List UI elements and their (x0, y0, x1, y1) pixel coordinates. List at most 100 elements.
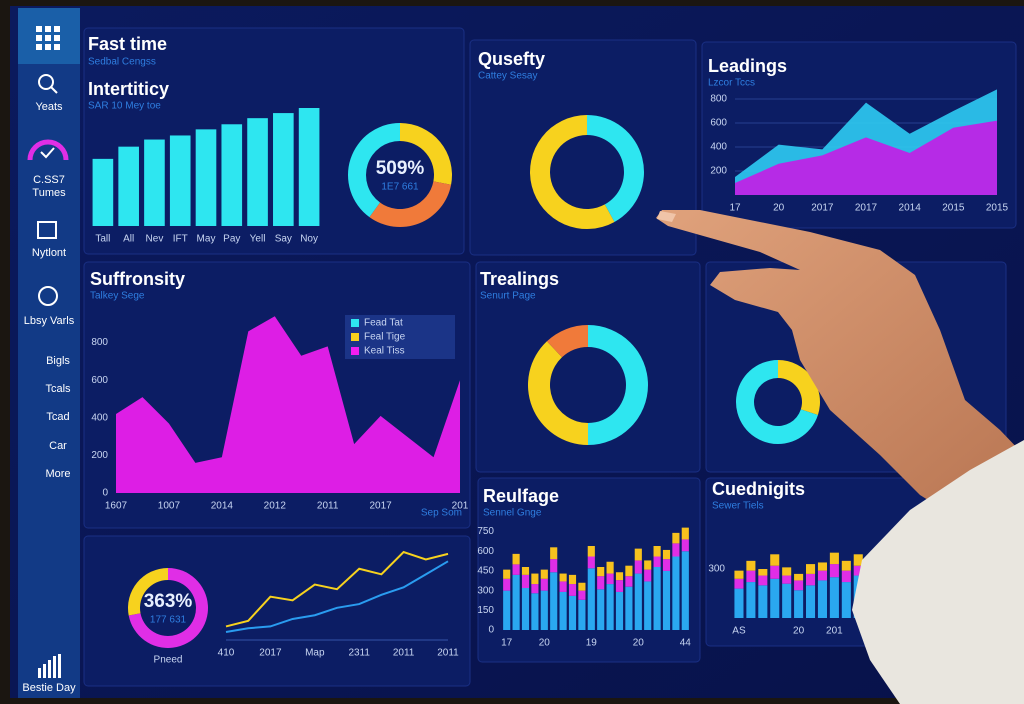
bar (169, 135, 191, 226)
bar-segment (681, 527, 689, 540)
x-tick-label: Say (275, 234, 292, 245)
bar-segment (758, 575, 768, 586)
sidebar-item[interactable]: Lbsy Varls (24, 315, 75, 327)
bar-segment (734, 588, 744, 618)
bar-segment (521, 588, 530, 630)
x-tick-label: 19 (586, 638, 598, 649)
x-tick-label: Pay (223, 234, 240, 245)
search-icon (50, 86, 58, 94)
bar-segment (746, 560, 756, 571)
x-tick-label: May (197, 234, 216, 245)
bar-segment (503, 590, 511, 630)
bar (273, 113, 294, 226)
bar-segment (746, 582, 756, 618)
panel (475, 261, 701, 473)
x-tick-label: 2011 (393, 648, 415, 659)
y-tick-label: 200 (91, 450, 108, 461)
bar-segment (503, 569, 511, 579)
gauge-icon (27, 139, 69, 161)
bar-segment (634, 560, 642, 574)
donut-segment (128, 568, 208, 648)
bar-segment (550, 572, 558, 630)
bar-segment (853, 554, 863, 566)
x-tick-label: Yell (250, 234, 266, 245)
bar-segment (512, 564, 520, 575)
bar-segment (531, 593, 539, 630)
bar-segment (578, 590, 586, 600)
fingernail (657, 211, 676, 222)
x-tick-label: All (123, 234, 134, 245)
bar-segment (568, 595, 577, 630)
sidebar-item[interactable]: Nytlont (32, 247, 66, 259)
x-tick-label: 2015 (986, 203, 1009, 214)
sidebar-item[interactable]: Car (49, 440, 67, 452)
bar-segment (521, 574, 530, 588)
x-tick-label: 17 (729, 203, 741, 214)
bar-segment (606, 584, 614, 630)
bar-segment (644, 560, 652, 570)
x-tick-label: 2017 (855, 203, 878, 214)
bar (118, 146, 139, 226)
bar-segment (817, 570, 827, 581)
bar-segment (653, 567, 661, 630)
bar-segment (853, 565, 863, 576)
sidebar-footer[interactable]: Bestie Day (22, 682, 76, 694)
bar-segment (653, 546, 661, 557)
sidebar-item[interactable]: Bigls (46, 355, 70, 367)
x-tick-label: 2011 (437, 648, 459, 659)
chart-subtitle: Senurt Page (480, 291, 536, 302)
bar-segment (653, 556, 661, 567)
bar-segment (794, 573, 804, 581)
sidebar-item[interactable]: Tcad (46, 411, 69, 423)
x-tick-label: 44 (680, 638, 692, 649)
bar-segment (540, 569, 548, 579)
x-tick-label: IFT (173, 234, 188, 245)
bar-segment (559, 591, 567, 630)
sidebar-item[interactable]: C.SS7 (33, 174, 65, 186)
y-tick-label: 0 (102, 488, 108, 499)
sidebar-item[interactable]: More (45, 468, 70, 480)
bar-segment (662, 570, 671, 630)
bar-segment (644, 581, 652, 630)
chart-icon (38, 654, 61, 678)
bar-segment (758, 585, 768, 618)
chart-note: Sep Som (421, 508, 462, 519)
header-title: Fast time (88, 34, 167, 54)
donut-segment (736, 360, 818, 444)
bar (92, 158, 114, 226)
y-tick-label: 750 (477, 526, 494, 537)
user-icon (38, 286, 58, 306)
x-tick-label: Nev (146, 234, 164, 245)
sleeve (852, 440, 1024, 704)
bar-segment (625, 576, 633, 587)
bar-segment (597, 589, 605, 630)
bar-segment (758, 569, 768, 576)
donut-segment (127, 568, 168, 616)
sidebar-item[interactable]: Yeats (35, 101, 63, 113)
sidebar-item[interactable]: Tcals (45, 383, 71, 395)
home-icon (37, 221, 57, 239)
x-tick-label: Tall (95, 234, 110, 245)
bar-segment (597, 567, 605, 577)
chart-subtitle: Lzcor Tccs (708, 78, 755, 89)
bar-segment (521, 567, 530, 575)
sidebar-item[interactable]: Tumes (32, 187, 66, 199)
bar-segment (681, 551, 689, 630)
bar-segment (662, 559, 671, 571)
bar-segment (540, 590, 548, 630)
legend-box (345, 315, 455, 359)
donut-segment (587, 115, 644, 222)
x-tick-label: 2017 (369, 501, 392, 512)
line (225, 550, 449, 628)
chart-subtitle: Talkey Sege (90, 291, 145, 302)
chart-title: Reulfage (483, 486, 559, 506)
x-tick-label: 1607 (105, 501, 128, 512)
bar-segment (606, 561, 614, 574)
legend-label: Feal Tige (364, 332, 406, 343)
bar-segment (615, 572, 624, 581)
bar-segment (625, 565, 633, 577)
bar-segment (568, 584, 577, 596)
bar-segment (782, 567, 792, 576)
x-tick-label: 2017 (259, 648, 282, 659)
